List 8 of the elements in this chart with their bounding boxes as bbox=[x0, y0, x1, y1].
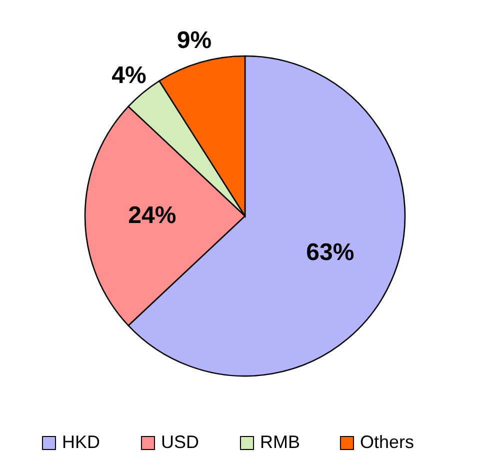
data-label: 4% bbox=[112, 62, 146, 89]
data-label: 9% bbox=[176, 27, 212, 54]
legend-label: USD bbox=[161, 432, 200, 452]
data-label: 63% bbox=[306, 238, 354, 266]
legend-label: Others bbox=[360, 432, 414, 452]
legend-label: HKD bbox=[62, 432, 100, 452]
legend-label: RMB bbox=[260, 432, 300, 452]
data-label: 24% bbox=[128, 202, 176, 229]
